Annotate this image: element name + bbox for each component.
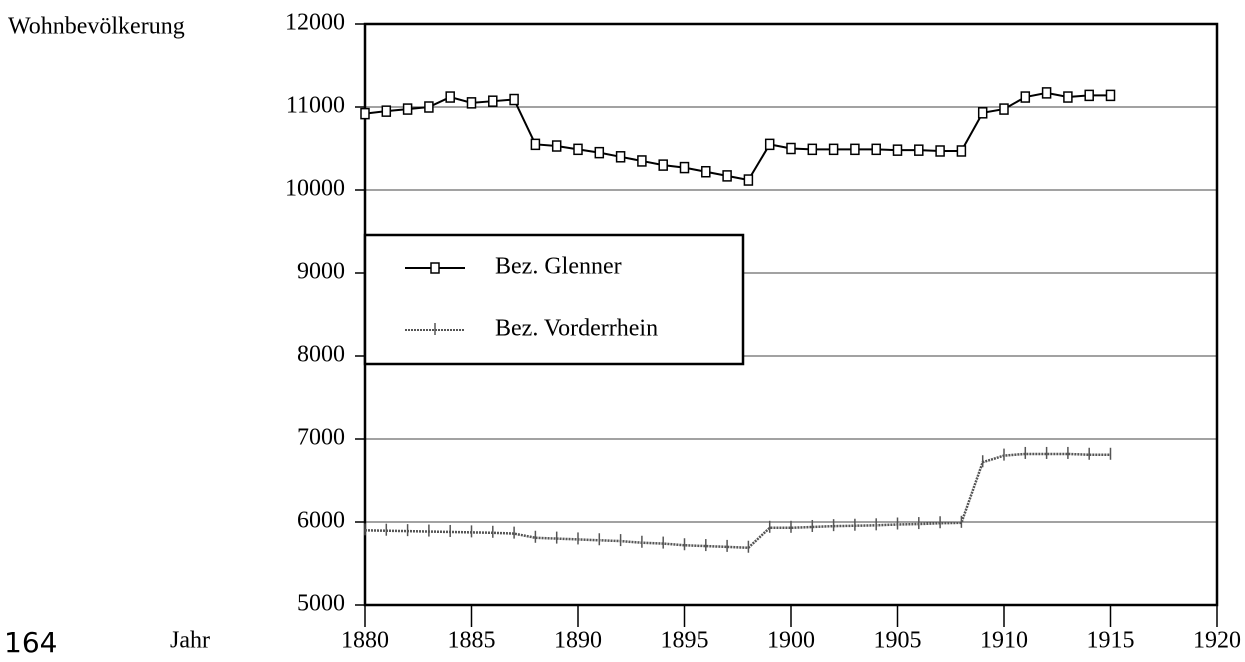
legend-label: Bez. Vorderrhein: [495, 316, 658, 342]
point: [594, 146, 605, 159]
point: [637, 155, 647, 167]
y-tick-label: 7000: [297, 425, 345, 451]
point: [935, 145, 945, 157]
point: [381, 105, 392, 117]
x-tick-label: 1890: [554, 628, 602, 654]
x-tick-label: 1915: [1087, 628, 1135, 654]
point: [445, 91, 455, 103]
y-tick-label: 11000: [286, 93, 345, 119]
point: [828, 143, 839, 156]
x-tick-label: 1920: [1193, 628, 1241, 654]
point: [679, 161, 690, 174]
point: [509, 93, 519, 106]
point: [402, 103, 413, 115]
point: [701, 165, 711, 178]
point: [1063, 91, 1073, 103]
point: [551, 140, 562, 152]
point: [1105, 89, 1116, 102]
point: [360, 107, 370, 120]
x-tick-label: 1910: [980, 628, 1028, 654]
y-tick-label: 8000: [297, 342, 345, 368]
point: [764, 138, 775, 151]
point: [488, 95, 498, 107]
y-tick-label: 9000: [297, 259, 345, 285]
page-number: 164: [4, 626, 57, 659]
point: [722, 170, 732, 182]
y-tick-label: 10000: [285, 176, 345, 202]
point: [977, 107, 988, 119]
point: [1041, 87, 1052, 99]
point: [914, 144, 924, 156]
point: [573, 143, 583, 156]
legend-label: Bez. Glenner: [495, 254, 622, 280]
point: [658, 159, 668, 171]
point: [743, 174, 754, 186]
y-tick-label: 6000: [297, 508, 345, 534]
point: [1084, 89, 1094, 102]
x-tick-label: 1880: [341, 628, 389, 654]
point: [1020, 91, 1031, 103]
point: [615, 151, 626, 163]
point: [956, 145, 967, 157]
y-tick-label: 12000: [285, 10, 345, 36]
x-tick-label: 1885: [448, 628, 496, 654]
x-tick-label: 1905: [874, 628, 922, 654]
series-line: [364, 452, 1111, 549]
point: [530, 138, 541, 151]
y-axis-label: Wohnbevölkerung: [8, 14, 185, 40]
point: [807, 143, 818, 156]
point: [466, 97, 477, 109]
point: [871, 143, 881, 156]
y-tick-label: 5000: [297, 591, 345, 617]
x-tick-label: 1900: [767, 628, 815, 654]
x-axis-label: Jahr: [170, 628, 210, 654]
x-tick-label: 1895: [661, 628, 709, 654]
point: [999, 103, 1009, 115]
point: [786, 142, 796, 155]
point: [892, 144, 903, 156]
point: [850, 143, 860, 156]
point: [424, 101, 434, 113]
legend-marker: [430, 262, 440, 274]
series-line: [364, 91, 1111, 182]
legend-box: [363, 233, 745, 366]
